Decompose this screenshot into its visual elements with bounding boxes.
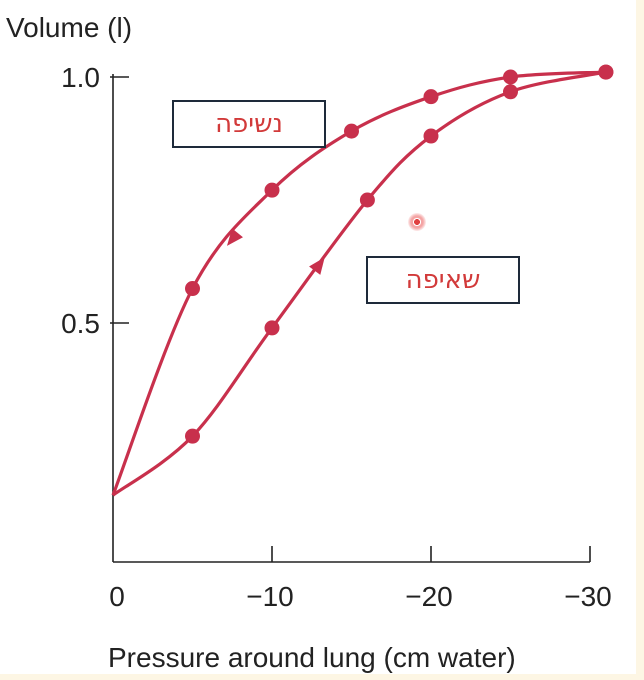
data-point (503, 84, 518, 100)
data-point (264, 182, 280, 198)
y-ticks: 0.5 1.0 (61, 62, 129, 339)
x-tick-label: −10 (246, 581, 294, 612)
data-point (503, 69, 518, 85)
inspiration-arrow (309, 257, 325, 275)
data-point (185, 428, 200, 444)
series-label-expiration: נשיפה (172, 100, 326, 148)
figure-frame: Volume (l) 0.5 1.0 0 −10 −20 −30 Pressure ar… (0, 0, 636, 674)
direction-arrows (226, 228, 325, 275)
data-point (359, 192, 375, 208)
data-point (598, 64, 614, 80)
data-point (185, 281, 200, 297)
x-tick-label: −20 (405, 581, 453, 612)
data-point (423, 128, 439, 144)
y-tick-label: 1.0 (61, 62, 100, 93)
data-points (185, 64, 614, 444)
y-tick-label: 0.5 (61, 308, 100, 339)
lung-compliance-chart: Volume (l) 0.5 1.0 0 −10 −20 −30 Pressure ar… (6, 12, 614, 673)
data-point (423, 89, 439, 105)
x-axis-title: Pressure around lung (cm water) (108, 642, 516, 673)
expiration-arrow (226, 228, 243, 246)
cursor-indicator (408, 213, 426, 231)
data-point (344, 123, 359, 139)
x-tick-label: −30 (564, 581, 612, 612)
x-ticks: 0 −10 −20 −30 (109, 546, 612, 612)
series-label-inspiration: שאיפה (366, 256, 520, 304)
x-tick-label: 0 (109, 581, 125, 612)
y-axis-title: Volume (l) (6, 12, 132, 43)
data-point (264, 320, 280, 336)
